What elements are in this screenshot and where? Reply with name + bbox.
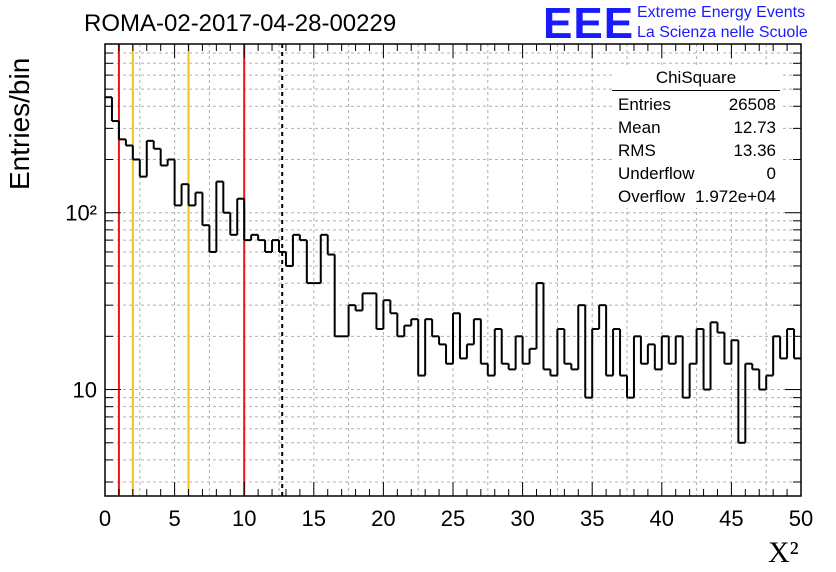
- reference-lines: [117, 44, 284, 496]
- tick-marks: [104, 44, 802, 496]
- x-tick-label: 45: [719, 506, 743, 531]
- x-tick-label: 10: [232, 506, 256, 531]
- stats-row: Overflow 1.972e+04: [612, 185, 780, 208]
- logo-subtitle-1: Extreme Energy Events: [637, 4, 806, 21]
- y-tick-label: 10²: [65, 201, 97, 226]
- x-tick-label: 40: [650, 506, 674, 531]
- x-tick-label: 35: [580, 506, 604, 531]
- y-axis-label: Entries/bin: [4, 57, 35, 190]
- stats-row: Mean 12.73: [612, 116, 780, 139]
- stats-row: Underflow 0: [612, 162, 780, 185]
- stats-row: Entries 26508: [612, 93, 780, 116]
- x-tick-label: 5: [168, 506, 180, 531]
- stats-value: 26508: [728, 95, 776, 114]
- y-tick-label: 10: [73, 378, 97, 403]
- x-tick-label: 20: [371, 506, 395, 531]
- x-axis-label: X²: [768, 536, 799, 569]
- x-tick-label: 0: [99, 506, 111, 531]
- stats-label: RMS: [618, 141, 656, 160]
- stats-value: 0: [766, 164, 776, 183]
- stats-value: 12.73: [733, 118, 776, 137]
- stats-label: Overflow: [618, 187, 686, 206]
- eee-logo: EEE: [543, 0, 635, 48]
- histogram: [105, 96, 801, 444]
- tick-labels: 0 5 10 15 20 25 30 35 40 45 50 10 10²: [65, 201, 813, 531]
- stats-label: Entries: [618, 95, 671, 114]
- stats-value: 1.972e+04: [695, 187, 776, 206]
- stats-box: ChiSquare Entries 26508 Mean 12.73 RMS 1…: [612, 68, 780, 208]
- stats-label: Mean: [618, 118, 661, 137]
- stats-row: RMS 13.36: [612, 139, 780, 162]
- stats-value: 13.36: [733, 141, 776, 160]
- x-tick-label: 30: [510, 506, 534, 531]
- logo-subtitle-2: La Scienza nelle Scuole: [637, 24, 808, 41]
- x-tick-label: 25: [441, 506, 465, 531]
- stats-label: Underflow: [618, 164, 695, 183]
- stats-title: ChiSquare: [612, 68, 780, 91]
- x-tick-label: 15: [302, 506, 326, 531]
- x-tick-label: 50: [789, 506, 813, 531]
- grid-lines: [105, 44, 801, 496]
- chart-title: ROMA-02-2017-04-28-00229: [84, 10, 397, 37]
